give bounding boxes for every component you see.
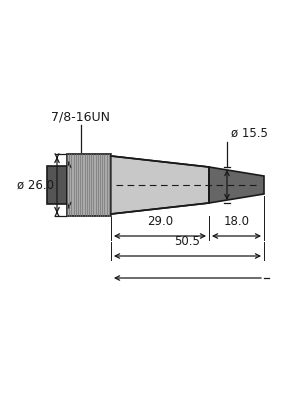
Text: 18.0: 18.0 xyxy=(223,215,249,228)
Polygon shape xyxy=(111,156,209,214)
Bar xyxy=(47,166,67,204)
Polygon shape xyxy=(209,167,264,203)
Text: 29.0: 29.0 xyxy=(147,215,173,228)
Text: ø 15.5: ø 15.5 xyxy=(231,127,268,140)
Text: 7/8-16UN: 7/8-16UN xyxy=(51,111,111,124)
Bar xyxy=(67,154,111,216)
Text: ø 26.0: ø 26.0 xyxy=(17,178,54,192)
Text: 50.5: 50.5 xyxy=(175,235,200,248)
